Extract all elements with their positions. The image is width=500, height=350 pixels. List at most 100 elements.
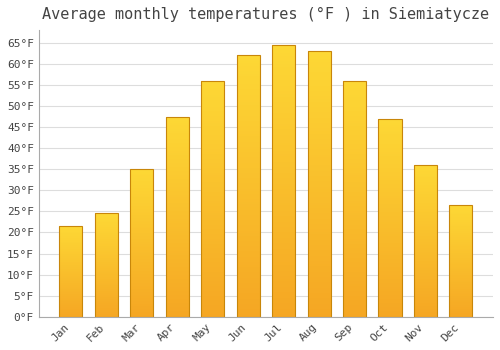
Bar: [308, 163, 330, 166]
Bar: [201, 140, 224, 142]
Bar: [236, 225, 260, 228]
Bar: [308, 226, 330, 229]
Bar: [378, 210, 402, 212]
Bar: [378, 233, 402, 236]
Bar: [343, 166, 366, 168]
Bar: [95, 292, 118, 293]
Bar: [60, 312, 82, 313]
Bar: [450, 294, 472, 295]
Bar: [95, 315, 118, 316]
Bar: [95, 231, 118, 232]
Bar: [236, 194, 260, 197]
Bar: [272, 292, 295, 295]
Bar: [130, 240, 154, 241]
Bar: [308, 139, 330, 141]
Bar: [272, 230, 295, 232]
Bar: [166, 269, 189, 271]
Bar: [60, 262, 82, 263]
Bar: [201, 227, 224, 230]
Bar: [201, 220, 224, 222]
Bar: [414, 236, 437, 238]
Bar: [272, 219, 295, 222]
Bar: [272, 173, 295, 175]
Bar: [130, 284, 154, 286]
Bar: [130, 256, 154, 258]
Bar: [201, 270, 224, 272]
Bar: [166, 287, 189, 289]
Bar: [308, 91, 330, 94]
Bar: [236, 265, 260, 267]
Bar: [60, 299, 82, 300]
Bar: [130, 245, 154, 246]
Bar: [450, 285, 472, 286]
Bar: [201, 192, 224, 194]
Bar: [166, 163, 189, 164]
Bar: [378, 293, 402, 295]
Bar: [130, 268, 154, 270]
Bar: [272, 118, 295, 121]
Bar: [308, 178, 330, 181]
Bar: [130, 243, 154, 245]
Bar: [166, 285, 189, 287]
Bar: [201, 99, 224, 102]
Bar: [95, 298, 118, 299]
Bar: [236, 136, 260, 139]
Bar: [272, 91, 295, 94]
Bar: [60, 266, 82, 267]
Bar: [414, 214, 437, 215]
Bar: [201, 286, 224, 288]
Bar: [308, 285, 330, 288]
Bar: [130, 259, 154, 261]
Bar: [414, 209, 437, 211]
Bar: [130, 200, 154, 202]
Bar: [378, 150, 402, 152]
Bar: [166, 227, 189, 229]
Bar: [343, 102, 366, 104]
Bar: [450, 292, 472, 293]
Bar: [378, 216, 402, 218]
Bar: [130, 216, 154, 218]
Bar: [343, 80, 366, 83]
Bar: [130, 190, 154, 191]
Bar: [272, 181, 295, 183]
Bar: [166, 155, 189, 156]
Bar: [343, 218, 366, 220]
Bar: [201, 147, 224, 149]
Bar: [60, 270, 82, 271]
Bar: [343, 130, 366, 133]
Bar: [450, 228, 472, 229]
Bar: [130, 279, 154, 280]
Bar: [201, 274, 224, 277]
Bar: [450, 219, 472, 221]
Bar: [450, 309, 472, 310]
Bar: [95, 252, 118, 253]
Bar: [378, 198, 402, 200]
Bar: [450, 216, 472, 217]
Bar: [60, 276, 82, 277]
Bar: [201, 135, 224, 137]
Bar: [450, 253, 472, 254]
Bar: [343, 152, 366, 154]
Bar: [60, 249, 82, 250]
Bar: [414, 198, 437, 200]
Bar: [236, 121, 260, 123]
Bar: [201, 118, 224, 121]
Bar: [60, 226, 82, 317]
Bar: [95, 235, 118, 236]
Bar: [201, 111, 224, 114]
Bar: [272, 205, 295, 208]
Bar: [130, 315, 154, 317]
Bar: [450, 210, 472, 211]
Bar: [414, 286, 437, 288]
Bar: [272, 94, 295, 97]
Bar: [236, 191, 260, 194]
Bar: [378, 142, 402, 145]
Bar: [272, 214, 295, 216]
Bar: [343, 184, 366, 187]
Bar: [378, 267, 402, 269]
Bar: [130, 262, 154, 264]
Bar: [378, 224, 402, 226]
Bar: [95, 293, 118, 294]
Bar: [130, 177, 154, 178]
Bar: [308, 171, 330, 173]
